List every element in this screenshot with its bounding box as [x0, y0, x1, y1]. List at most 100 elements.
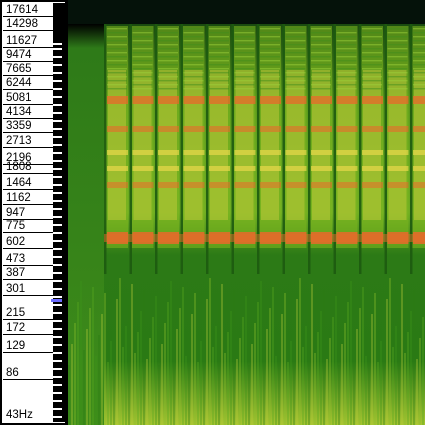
low-freq-streak — [371, 314, 373, 425]
harmonic-line — [209, 52, 229, 54]
low-freq-streak — [128, 305, 130, 425]
harmonic-line — [234, 40, 255, 42]
harmonic-line — [413, 88, 425, 90]
low-freq-streak — [269, 308, 271, 425]
freq-label: 775 — [3, 219, 55, 233]
harmonic-line — [209, 40, 229, 42]
harmonic-line — [413, 48, 425, 50]
harmonic-line — [158, 84, 178, 86]
low-freq-streak — [167, 302, 169, 425]
low-freq-streak — [140, 311, 142, 425]
harmonic-line — [260, 28, 280, 30]
harmonic-line — [362, 68, 382, 70]
note-gap — [359, 24, 362, 274]
harmonic-line — [260, 68, 280, 70]
low-freq-streak — [215, 326, 217, 425]
low-freq-streak — [149, 338, 151, 425]
harmonic-band — [209, 126, 230, 132]
harmonic-line — [183, 64, 204, 66]
harmonic-band — [158, 182, 179, 188]
note-gap — [180, 24, 183, 274]
harmonic-line — [209, 60, 229, 62]
freq-label: 473 — [3, 252, 55, 266]
freq-label: 387 — [3, 266, 55, 280]
harmonic-line — [336, 40, 357, 42]
harmonic-line — [285, 28, 306, 30]
harmonic-band — [362, 150, 383, 155]
harmonic-band — [285, 166, 307, 171]
piano-key-tick — [53, 352, 62, 354]
harmonic-line — [132, 72, 153, 74]
harmonic-line — [183, 72, 204, 74]
low-freq-streak — [194, 293, 196, 425]
note-column — [106, 26, 128, 248]
harmonic-line — [158, 80, 178, 82]
piano-key-tick — [53, 216, 62, 218]
freq-label: 11627 — [3, 34, 55, 48]
low-freq-streak — [272, 287, 274, 425]
low-freq-streak — [152, 317, 154, 425]
piano-key-tick — [53, 88, 62, 90]
harmonic-line — [209, 56, 229, 58]
harmonic-band — [336, 96, 358, 104]
note-column — [259, 26, 281, 248]
piano-key-tick — [53, 120, 62, 122]
harmonic-line — [311, 72, 331, 74]
piano-key-tick — [53, 256, 62, 258]
freq-label: 86 — [3, 366, 55, 380]
harmonic-line — [311, 56, 331, 58]
note-column-core — [388, 70, 407, 220]
low-freq-streak — [158, 365, 160, 425]
harmonic-line — [107, 32, 127, 34]
highlighted-key — [51, 299, 62, 302]
harmonic-line — [260, 32, 280, 34]
harmonic-line — [183, 56, 204, 58]
harmonic-band — [209, 166, 230, 171]
freq-label: 129 — [3, 339, 55, 353]
low-freq-streak — [104, 293, 106, 425]
harmonic-band — [285, 96, 307, 104]
freq-label: 1162 — [3, 191, 55, 205]
harmonic-line — [183, 84, 204, 86]
piano-key-tick — [53, 320, 62, 322]
harmonic-band — [132, 96, 154, 104]
freq-label: 215 — [3, 306, 55, 320]
harmonic-line — [107, 84, 127, 86]
low-freq-streak — [107, 362, 109, 425]
low-freq-streak — [293, 320, 295, 425]
low-freq-streak — [359, 308, 361, 425]
freq-label: 602 — [3, 235, 55, 249]
harmonic-line — [336, 44, 357, 46]
note-column — [386, 26, 409, 248]
harmonic-line — [234, 64, 255, 66]
harmonic-line — [336, 84, 357, 86]
low-freq-streak — [248, 365, 250, 425]
low-freq-streak — [260, 281, 262, 425]
piano-key-tick — [53, 296, 62, 298]
harmonic-line — [132, 56, 153, 58]
harmonic-line — [209, 36, 229, 38]
freq-label: 2713 — [3, 134, 55, 148]
harmonic-line — [336, 80, 357, 82]
harmonic-band — [260, 182, 281, 188]
harmonic-line — [285, 64, 306, 66]
piano-key-tick — [53, 112, 62, 114]
low-freq-streak — [365, 356, 367, 425]
harmonic-line — [234, 76, 255, 78]
low-freq-streak — [179, 308, 181, 425]
note-column-core — [184, 70, 203, 220]
harmonic-line — [285, 32, 306, 34]
harmonic-line — [387, 88, 408, 90]
note-gap — [129, 24, 132, 274]
low-freq-streak — [134, 353, 136, 425]
harmonic-line — [336, 52, 357, 54]
low-freq-streak — [308, 305, 310, 425]
harmonic-band — [158, 126, 179, 132]
harmonic-line — [387, 64, 408, 66]
low-freq-streak — [191, 314, 193, 425]
harmonic-band — [413, 182, 425, 188]
piano-key-tick — [53, 288, 62, 290]
harmonic-line — [158, 44, 178, 46]
harmonic-line — [285, 84, 306, 86]
